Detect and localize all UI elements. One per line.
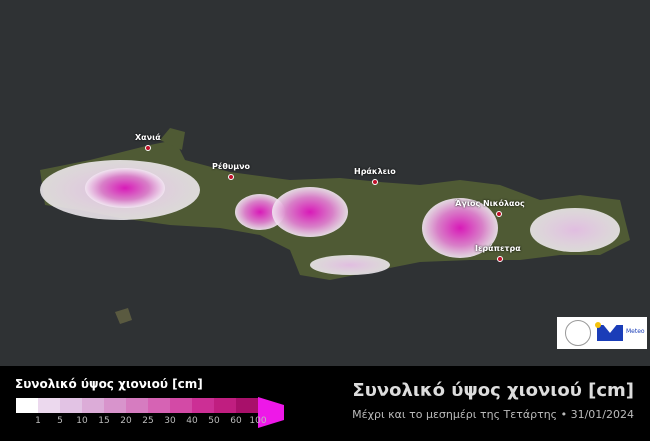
city-label-chania: Χανιά bbox=[135, 133, 161, 142]
rethymno-marker bbox=[228, 174, 234, 180]
legend-tick: 5 bbox=[57, 416, 63, 426]
snow-area-lefka-ori bbox=[85, 168, 165, 208]
legend-swatch bbox=[60, 398, 82, 413]
legend-swatch bbox=[236, 398, 258, 413]
legend-tick: 60 bbox=[230, 416, 242, 426]
seal-logo-icon bbox=[565, 320, 591, 346]
legend-arrow bbox=[258, 397, 306, 428]
legend-tick: 100 bbox=[249, 416, 267, 426]
snow-map: Χανιά Ρέθυμνο Ηράκλειο Άγιος Νικόλαος Ιε… bbox=[0, 0, 650, 366]
legend-swatch bbox=[82, 398, 104, 413]
legend-tick: 20 bbox=[120, 416, 132, 426]
legend-swatch bbox=[104, 398, 126, 413]
map-canvas bbox=[0, 0, 650, 366]
legend-tick: 1 bbox=[35, 416, 41, 426]
snow-area-east bbox=[530, 208, 620, 252]
subtitle: Μέχρι και το μεσημέρι της Τετάρτης • 31/… bbox=[352, 408, 634, 421]
legend-tick: 10 bbox=[76, 416, 88, 426]
city-label-rethymno: Ρέθυμνο bbox=[212, 162, 251, 171]
legend-color-bar bbox=[16, 397, 306, 428]
legend-swatch bbox=[148, 398, 170, 413]
legend-swatch bbox=[170, 398, 192, 413]
main-title: Συνολικό ύψος χιονιού [cm] bbox=[352, 380, 634, 401]
meteo-m-logo-icon bbox=[597, 325, 623, 341]
chania-peninsula bbox=[160, 128, 185, 150]
ierapetra-marker bbox=[497, 256, 503, 262]
legend-tick: 15 bbox=[98, 416, 110, 426]
legend-title: Συνολικό ύψος χιονιού [cm] bbox=[15, 377, 203, 391]
city-label-heraklion: Ηράκλειο bbox=[354, 167, 396, 176]
meteo-brand-text: Meteo bbox=[626, 328, 645, 335]
chania-marker bbox=[145, 145, 151, 151]
legend-swatch bbox=[214, 398, 236, 413]
heraklion-marker bbox=[372, 179, 378, 185]
sun-icon bbox=[595, 322, 601, 328]
legend-tick: 30 bbox=[164, 416, 176, 426]
logo-panel: Meteo bbox=[557, 317, 647, 349]
legend-swatch bbox=[16, 398, 38, 413]
snow-area-kedros bbox=[235, 194, 285, 230]
snow-area-dikti bbox=[422, 198, 498, 258]
legend-tick: 50 bbox=[208, 416, 220, 426]
legend-ticks: 1 5 10 15 20 25 30 40 50 60 100 bbox=[16, 416, 266, 426]
legend-tick: 40 bbox=[186, 416, 198, 426]
city-label-agios-nikolaos: Άγιος Νικόλαος bbox=[455, 199, 525, 208]
legend-swatch bbox=[126, 398, 148, 413]
legend-swatch bbox=[192, 398, 214, 413]
legend-tick: 25 bbox=[142, 416, 154, 426]
snow-area-psiloritis bbox=[272, 187, 348, 237]
gavdos-island bbox=[115, 308, 132, 324]
city-label-ierapetra: Ιεράπετρα bbox=[475, 244, 521, 253]
snow-area-south bbox=[310, 255, 390, 275]
legend-swatch bbox=[38, 398, 60, 413]
agios-nikolaos-marker bbox=[496, 211, 502, 217]
